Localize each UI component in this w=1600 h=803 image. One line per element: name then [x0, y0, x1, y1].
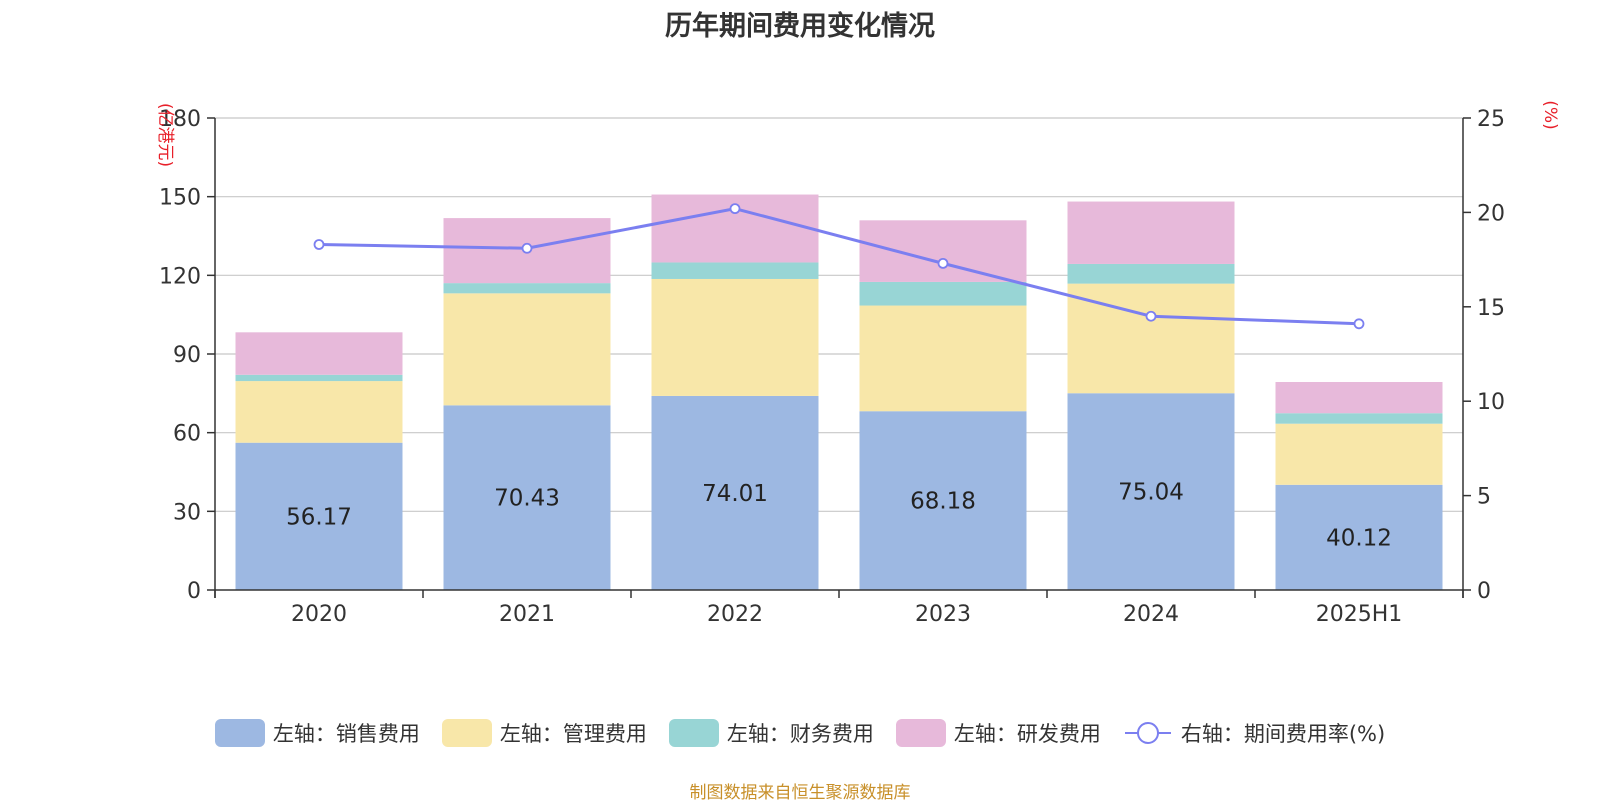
legend-line-marker-icon	[1124, 722, 1171, 744]
y-left-tick-label: 30	[173, 500, 201, 525]
chart-title: 历年期间费用变化情况	[665, 11, 935, 42]
bar-segment	[651, 278, 819, 396]
bar-segment	[859, 220, 1027, 282]
legend-swatch-finance	[668, 719, 719, 747]
legend-label-rnd: 左轴：研发费用	[953, 722, 1101, 746]
bar-segment	[1275, 382, 1443, 414]
x-tick-label: 2024	[1123, 602, 1179, 627]
bar-segment	[443, 283, 611, 294]
bar-data-label: 40.12	[1326, 525, 1392, 551]
legend-item-finance[interactable]: 左轴：财务费用	[668, 718, 874, 748]
y-right-tick-label: 15	[1477, 296, 1505, 321]
x-tick-label: 2025H1	[1316, 602, 1403, 627]
legend-label-finance: 左轴：财务费用	[726, 722, 874, 746]
y-left-tick-label: 60	[173, 422, 201, 447]
legend-item-sales[interactable]: 左轴：销售费用	[214, 718, 420, 748]
bar-data-label: 74.01	[702, 481, 768, 507]
bar-segment	[1275, 484, 1443, 590]
y-left-tick-label: 90	[173, 343, 201, 368]
x-tick-label: 2023	[915, 602, 971, 627]
bar-segment	[1067, 393, 1235, 590]
x-tick-label: 2021	[499, 602, 555, 627]
y-right-tick-label: 25	[1477, 107, 1505, 132]
bar-segment	[235, 381, 403, 443]
rate-point	[1145, 310, 1157, 322]
data-labels: 56.17 70.43 74.01 68.18 75.04 40.12	[286, 480, 1392, 552]
rate-point	[729, 203, 741, 215]
legend-item-rate[interactable]: 右轴：期间费用率(%)	[1123, 718, 1385, 748]
y-left-tick-label: 180	[159, 107, 201, 132]
bar-stacks	[235, 194, 1443, 590]
bar-segment	[651, 395, 819, 590]
legend-label-rate: 右轴：期间费用率(%)	[1180, 722, 1386, 746]
bar-data-label: 75.04	[1118, 480, 1184, 506]
bar-segment	[235, 442, 403, 590]
y-left-tick-label: 150	[159, 186, 201, 211]
rate-point	[1353, 318, 1365, 330]
bar-segment	[859, 305, 1027, 412]
legend-item-admin[interactable]: 左轴：管理费用	[441, 718, 647, 748]
y-right-axis-label: (%)	[1540, 100, 1560, 129]
bar-segment	[443, 293, 611, 406]
x-tick-label: 2020	[291, 602, 347, 627]
y-right-tick-label: 10	[1477, 390, 1505, 415]
bar-segment	[235, 332, 403, 375]
legend-swatch-admin	[441, 719, 492, 747]
bar-segment	[235, 374, 403, 382]
legend-swatch-rnd	[895, 719, 946, 747]
y-right-tick-label: 0	[1477, 579, 1491, 604]
bar-segment	[859, 411, 1027, 590]
legend-swatch-sales	[214, 719, 265, 747]
y-right-tick-label: 5	[1477, 485, 1491, 510]
axes: 0 30 60 90 120 150 180 0 5 10 15 20 25 2020 2021 2022 20…	[159, 107, 1505, 627]
bar-segment	[651, 262, 819, 279]
bar-data-label: 68.18	[910, 489, 976, 515]
bar-segment	[1275, 423, 1443, 485]
bar-data-label: 56.17	[286, 504, 352, 530]
bar-segment	[1067, 263, 1235, 284]
rate-line-path	[318, 207, 1360, 326]
bar-data-label: 70.43	[494, 486, 560, 512]
x-tick-label: 2022	[707, 602, 763, 627]
rate-point	[521, 242, 533, 254]
source-note: 制图数据来自恒生聚源数据库	[689, 783, 911, 803]
bar-segment	[443, 405, 611, 590]
y-left-tick-label: 0	[187, 579, 201, 604]
bar-segment	[1067, 201, 1235, 264]
legend-item-rnd[interactable]: 左轴：研发费用	[895, 718, 1101, 748]
y-left-axis-label: (亿港元)	[155, 103, 175, 167]
legend: 左轴：销售费用 左轴：管理费用 左轴：财务费用 左轴：研发费用 右轴：期间费用率…	[0, 718, 1600, 748]
rate-point	[937, 257, 949, 269]
bar-segment	[1275, 413, 1443, 424]
y-left-tick-label: 120	[159, 264, 201, 289]
rate-point	[313, 239, 325, 250]
rate-line	[313, 203, 1365, 330]
bar-segment	[859, 281, 1027, 306]
grid-lines	[215, 117, 1463, 512]
y-right-tick-label: 20	[1477, 201, 1505, 226]
legend-label-sales: 左轴：销售费用	[272, 722, 420, 746]
legend-label-admin: 左轴：管理费用	[499, 722, 647, 746]
